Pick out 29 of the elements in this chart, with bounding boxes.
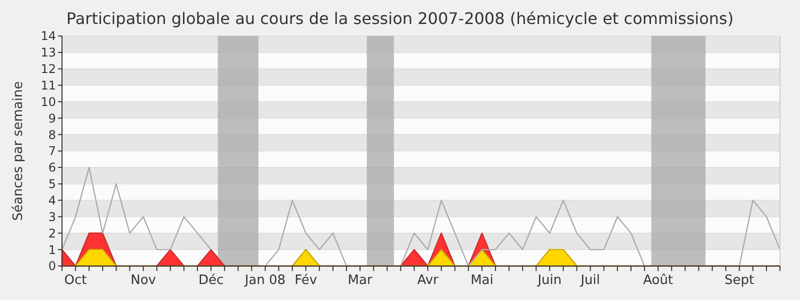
x-tick-label: Mar: [348, 273, 373, 288]
y-tick-label: 1: [48, 242, 56, 257]
y-tick-label: 8: [48, 128, 56, 142]
y-tick-label: 2: [48, 226, 56, 240]
y-tick-label: 13: [40, 46, 56, 60]
x-tick-label: Juin: [536, 273, 562, 288]
x-tick-label: Août: [643, 273, 674, 288]
x-tick-label: Mai: [470, 273, 494, 288]
x-tick-label: Avr: [417, 273, 440, 288]
x-tick-label: Jan 08: [244, 273, 286, 288]
x-tick-label: Nov: [130, 273, 156, 288]
y-tick-label: 0: [48, 259, 56, 274]
y-tick-label: 6: [48, 160, 56, 175]
x-tick-label: Sept: [724, 273, 754, 288]
x-tick-label: Fév: [294, 273, 318, 288]
y-tick-label: 4: [48, 193, 56, 208]
x-tick-label: Déc: [198, 273, 224, 288]
y-tick-label: 11: [40, 78, 56, 92]
x-tick-label: Oct: [64, 273, 87, 288]
y-tick-label: 12: [40, 62, 56, 76]
y-tick-label: 9: [48, 111, 56, 126]
chart-title: Participation globale au cours de la session 2007-2008 (hémicycle et commissions): [66, 9, 734, 28]
y-tick-label: 7: [48, 144, 56, 158]
x-tick-label: Juil: [580, 273, 600, 288]
y-tick-label: 14: [40, 29, 56, 44]
y-axis-title: Séances par semaine: [11, 81, 26, 221]
y-tick-label: 10: [40, 94, 56, 109]
y-tick-label: 5: [48, 177, 56, 192]
y-tick-label: 3: [48, 210, 56, 224]
